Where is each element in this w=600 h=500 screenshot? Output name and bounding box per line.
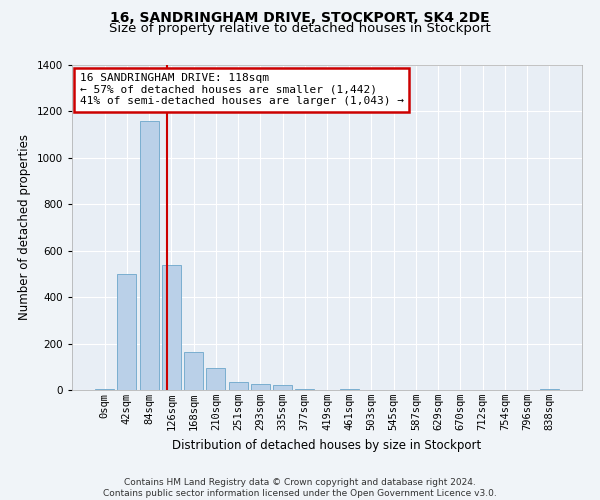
Bar [340, 389, 359, 390]
Bar [295, 389, 314, 390]
Text: 16 SANDRINGHAM DRIVE: 118sqm
← 57% of detached houses are smaller (1,442)
41% of: 16 SANDRINGHAM DRIVE: 118sqm ← 57% of de… [80, 73, 404, 106]
Bar [229, 382, 248, 390]
Bar [118, 274, 136, 390]
Bar [273, 386, 292, 390]
Bar [540, 389, 559, 390]
X-axis label: Distribution of detached houses by size in Stockport: Distribution of detached houses by size … [172, 438, 482, 452]
Bar [206, 368, 225, 390]
Text: Size of property relative to detached houses in Stockport: Size of property relative to detached ho… [109, 22, 491, 35]
Bar [162, 264, 181, 390]
Y-axis label: Number of detached properties: Number of detached properties [18, 134, 31, 320]
Bar [251, 384, 270, 390]
Text: Contains HM Land Registry data © Crown copyright and database right 2024.
Contai: Contains HM Land Registry data © Crown c… [103, 478, 497, 498]
Bar [184, 352, 203, 390]
Bar [140, 120, 158, 390]
Text: 16, SANDRINGHAM DRIVE, STOCKPORT, SK4 2DE: 16, SANDRINGHAM DRIVE, STOCKPORT, SK4 2D… [110, 11, 490, 25]
